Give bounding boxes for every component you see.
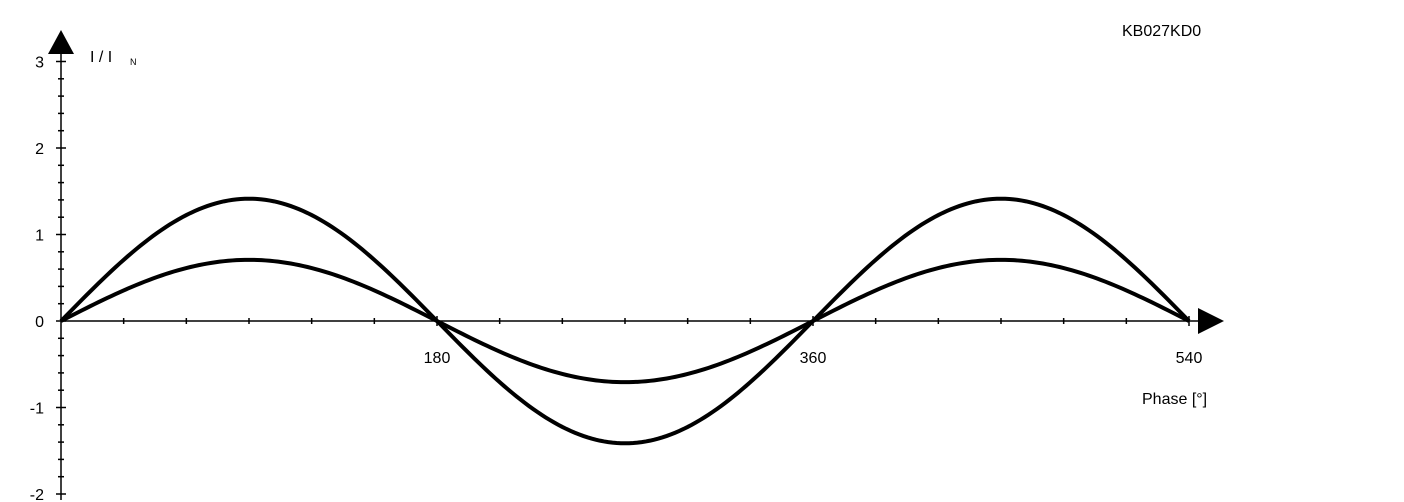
ticks (56, 60, 1190, 495)
x-axis-arrow-icon (1198, 308, 1224, 334)
series-line-2 (60, 257, 1190, 385)
tick-labels: 180 360 540 3 2 1 0 -1 -2 (30, 55, 1203, 502)
series (59, 196, 1191, 446)
y-axis-label-subscript: N (130, 57, 137, 67)
y-tick-label: -1 (30, 401, 44, 418)
series-line-1 (59, 196, 1191, 446)
y-tick-label: 2 (35, 141, 44, 158)
x-axis-label: Phase [°] (1142, 391, 1207, 408)
y-tick-label: 1 (35, 228, 44, 245)
y-axis-label: I / I (90, 49, 112, 66)
y-tick-label: -2 (30, 487, 44, 502)
x-tick-label: 540 (1176, 350, 1203, 367)
y-tick-label: 3 (35, 55, 44, 72)
y-axis-arrow-icon (48, 30, 74, 54)
figure-code: KB027KD0 (1122, 23, 1201, 40)
y-tick-label: 0 (35, 314, 44, 331)
x-tick-label: 360 (800, 350, 827, 367)
x-tick-label: 180 (424, 350, 451, 367)
